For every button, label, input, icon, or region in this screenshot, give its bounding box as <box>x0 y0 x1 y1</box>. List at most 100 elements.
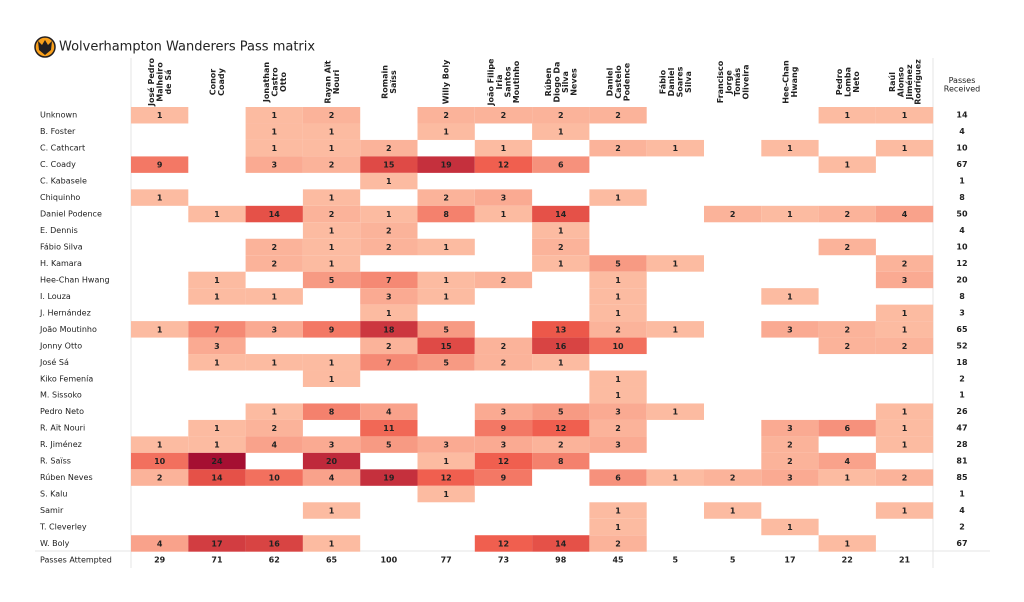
cell-label: 1 <box>615 276 621 285</box>
heat-cell <box>245 469 303 486</box>
heat-cell <box>646 255 704 272</box>
cell-label: 1 <box>271 358 277 367</box>
column-total: 73 <box>498 556 509 565</box>
heat-cell <box>532 107 590 124</box>
cell-label: 1 <box>615 292 621 301</box>
row-label: Kiko Femenía <box>40 374 93 383</box>
row-label: Chiquinho <box>40 193 80 202</box>
cell-label: 5 <box>615 259 621 268</box>
heat-cell <box>131 107 189 124</box>
cell-label: 1 <box>214 358 220 367</box>
heat-cell <box>589 288 647 305</box>
heat-cell <box>302 469 361 486</box>
heat-cell <box>589 535 647 552</box>
heat-cell <box>360 304 418 322</box>
heat-cell <box>188 354 246 371</box>
heat-cell <box>417 436 475 453</box>
cell-label: 1 <box>902 424 908 433</box>
row-total: 2 <box>959 374 965 383</box>
row-label: C. Kabasele <box>40 177 87 186</box>
cell-label: 4 <box>329 474 335 483</box>
cell-label: 6 <box>615 474 621 483</box>
heat-cell <box>589 436 647 453</box>
cell-label: 4 <box>386 408 392 417</box>
row-label: João Moutinho <box>39 325 97 334</box>
cell-label: 2 <box>386 243 392 252</box>
heat-cell <box>532 222 590 239</box>
cell-label: 17 <box>211 539 222 548</box>
heat-cell <box>646 469 704 486</box>
cell-label: 4 <box>844 457 850 466</box>
heat-cell <box>875 255 934 272</box>
heat-cell <box>188 205 246 223</box>
cell-label: 9 <box>157 161 163 170</box>
heat-cell <box>875 107 934 124</box>
heat-cell <box>188 321 246 338</box>
column-label: Willy Boly <box>442 59 451 104</box>
row-label: H. Kamara <box>40 259 82 268</box>
heat-cell <box>417 485 475 503</box>
heat-cell <box>589 189 647 206</box>
heat-cell <box>245 354 303 371</box>
heat-cell <box>360 354 418 371</box>
cell-label: 1 <box>844 474 850 483</box>
heat-cell <box>245 436 303 453</box>
cell-label: 15 <box>383 161 395 170</box>
heat-cell <box>532 403 590 420</box>
cell-label: 24 <box>211 457 223 466</box>
cell-label: 12 <box>498 539 509 548</box>
row-label: S. Kalu <box>40 490 67 499</box>
heat-cell <box>417 271 475 289</box>
cell-label: 9 <box>501 474 507 483</box>
heat-cell <box>302 123 361 140</box>
cell-label: 1 <box>558 128 564 137</box>
heat-cell <box>360 156 418 173</box>
heat-cell <box>761 321 819 338</box>
heat-cell <box>302 403 361 420</box>
cell-label: 1 <box>902 111 908 120</box>
cell-label: 1 <box>501 210 507 219</box>
heat-cell <box>704 205 762 223</box>
cell-label: 1 <box>558 259 564 268</box>
heat-cell <box>589 271 647 289</box>
heat-cell <box>875 469 934 486</box>
heat-cell <box>704 469 762 486</box>
cell-label: 1 <box>787 144 793 153</box>
heat-cell <box>417 288 475 305</box>
heat-cell <box>417 337 475 355</box>
cell-label: 1 <box>615 309 621 318</box>
cell-label: 11 <box>383 424 395 433</box>
row-total: 50 <box>956 210 968 219</box>
cell-label: 1 <box>329 259 335 268</box>
column-total: 77 <box>441 556 452 565</box>
row-total: 8 <box>959 292 965 301</box>
heat-cell <box>818 238 876 256</box>
heat-cell <box>474 271 533 289</box>
heat-cell <box>360 238 418 256</box>
cell-label: 2 <box>501 111 507 120</box>
cell-label: 1 <box>329 128 335 137</box>
row-total: 12 <box>956 259 967 268</box>
cell-label: 2 <box>558 111 564 120</box>
heat-cell <box>417 123 475 140</box>
cell-label: 2 <box>386 144 392 153</box>
cell-label: 1 <box>443 276 449 285</box>
row-label: R. Jiménez <box>40 439 82 449</box>
heat-cell <box>474 535 533 552</box>
cell-label: 5 <box>386 441 392 450</box>
cell-label: 6 <box>844 424 850 433</box>
cell-label: 5 <box>443 358 449 367</box>
cell-label: 1 <box>329 358 335 367</box>
column-label: PedroLombaNeto <box>834 67 860 97</box>
row-total: 18 <box>956 358 968 367</box>
cell-label: 7 <box>214 325 220 334</box>
cell-label: 1 <box>902 309 908 318</box>
cell-label: 12 <box>555 424 566 433</box>
heat-cell <box>474 403 533 420</box>
column-total: 5 <box>673 556 679 565</box>
cell-label: 2 <box>844 342 850 351</box>
row-label: C. Cathcart <box>40 144 85 153</box>
cell-label: 1 <box>787 523 793 532</box>
heat-cell <box>302 271 361 289</box>
cell-label: 1 <box>902 441 908 450</box>
